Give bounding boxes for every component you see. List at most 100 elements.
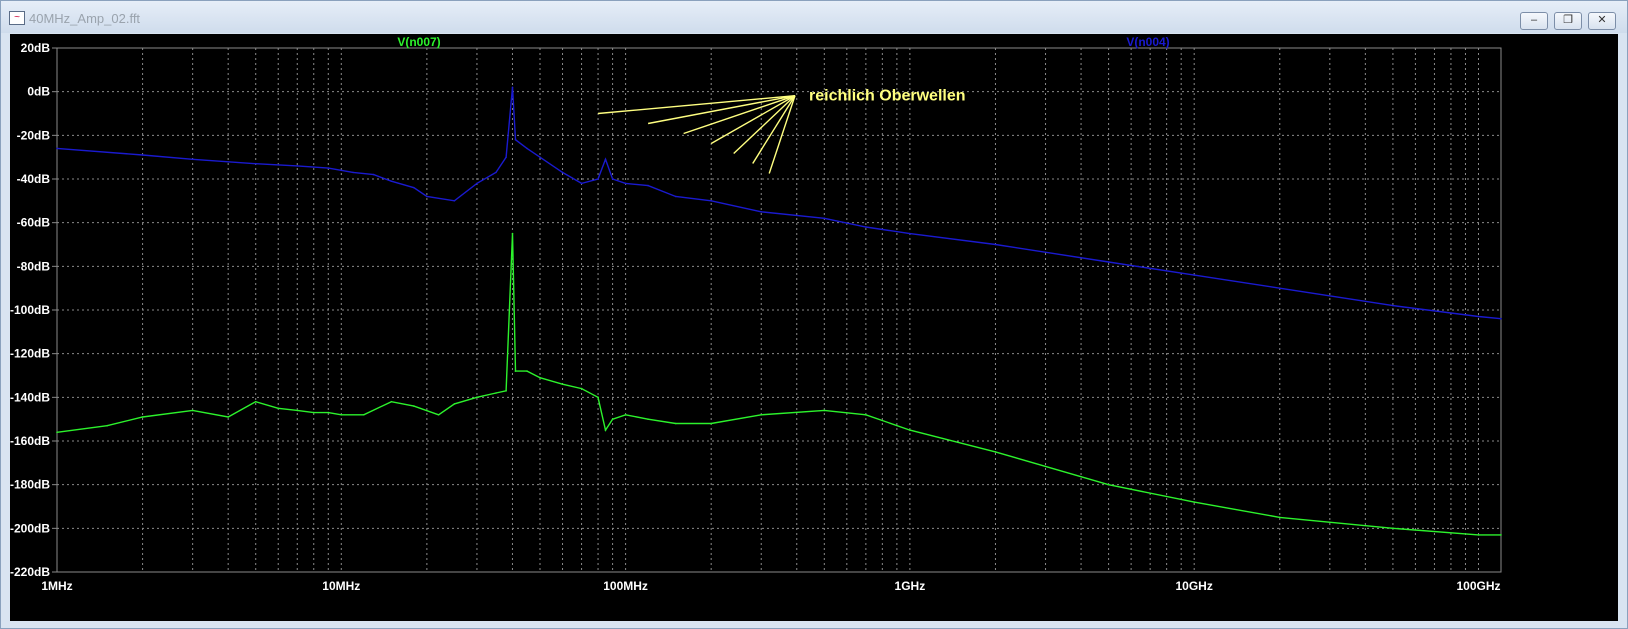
data-point — [312, 411, 315, 414]
y-tick-label: -40dB — [17, 172, 51, 186]
x-tick-label: 1GHz — [895, 579, 926, 593]
data-point — [539, 156, 541, 158]
data-point — [1193, 501, 1195, 503]
data-point — [760, 414, 762, 416]
data-point — [647, 184, 649, 187]
data-point — [1477, 315, 1480, 318]
x-tick-label: 100MHz — [603, 579, 648, 593]
y-tick-label: -160dB — [10, 434, 50, 448]
data-point — [561, 171, 564, 174]
window-title: 40MHz_Amp_02.fft — [29, 11, 141, 26]
x-tick-label: 10GHz — [1176, 579, 1213, 593]
data-point — [597, 178, 599, 180]
data-point — [227, 416, 229, 418]
data-point — [1279, 287, 1281, 289]
annotation-ray — [733, 95, 796, 155]
data-point — [511, 232, 514, 235]
data-point — [352, 171, 354, 174]
y-tick-label: 20dB — [21, 41, 51, 55]
data-point — [511, 86, 514, 89]
data-point — [994, 451, 997, 453]
y-tick-label: -100dB — [10, 303, 50, 317]
data-point — [476, 396, 478, 399]
data-point — [526, 147, 528, 150]
data-point — [296, 409, 299, 412]
data-point — [561, 383, 564, 386]
data-point — [539, 376, 541, 379]
data-point — [372, 173, 375, 176]
data-point — [254, 400, 257, 403]
x-tick-label: 1MHz — [41, 579, 72, 593]
data-point — [580, 182, 583, 185]
data-point — [340, 414, 343, 416]
data-point — [526, 370, 528, 372]
annotation-text: reichlich Oberwellen — [809, 88, 966, 105]
y-tick-label: -140dB — [10, 390, 50, 404]
data-point — [611, 418, 614, 421]
series-layer — [56, 86, 1502, 536]
annotation-layer: reichlich Oberwellen — [597, 88, 966, 174]
data-point — [141, 416, 144, 418]
data-point — [191, 158, 194, 161]
annotation-ray — [683, 95, 796, 135]
data-point — [1392, 304, 1394, 307]
data-point — [909, 429, 911, 431]
minimize-button[interactable]: – — [1520, 12, 1548, 30]
y-tick-label: -20dB — [17, 128, 51, 142]
legend-label: V(n007) — [397, 35, 440, 49]
data-point — [453, 200, 456, 202]
plot-border — [56, 47, 1502, 573]
data-point — [191, 409, 194, 412]
ltspice-waveform-icon: ~ — [9, 11, 25, 25]
data-point — [514, 138, 517, 141]
data-point — [296, 165, 299, 167]
data-point — [327, 411, 330, 414]
data-point — [141, 154, 144, 156]
title-bar[interactable]: ~ 40MHz_Amp_02.fft – ❐ ✕ — [1, 1, 1627, 33]
fft-chart[interactable]: 20dB 0dB -20dB -40dB -60dB -80dB -100dB -120dB -… — [10, 34, 1618, 621]
data-point — [624, 182, 627, 185]
data-point — [1477, 534, 1480, 536]
y-tick-label: -200dB — [10, 521, 50, 535]
data-point — [760, 211, 762, 213]
data-point — [647, 418, 649, 421]
data-point — [106, 424, 108, 427]
annotation-ray — [647, 94, 796, 125]
data-point — [277, 407, 280, 410]
restore-icon: ❐ — [1563, 14, 1573, 26]
data-point — [413, 405, 415, 407]
data-point — [611, 178, 614, 180]
close-button[interactable]: ✕ — [1588, 12, 1616, 30]
data-point — [710, 200, 712, 202]
data-point — [56, 147, 58, 150]
data-point — [327, 167, 330, 169]
restore-button[interactable]: ❐ — [1554, 12, 1582, 30]
data-point — [994, 243, 997, 246]
data-point — [580, 387, 583, 390]
y-tick-label: -60dB — [17, 216, 51, 230]
data-point — [865, 414, 867, 416]
data-point — [823, 217, 826, 220]
grid-major — [52, 47, 1501, 573]
data-point — [495, 171, 497, 174]
data-point — [1107, 261, 1110, 263]
annotation-ray — [597, 94, 796, 115]
annotation-ray — [710, 95, 796, 145]
data-point — [390, 180, 393, 182]
data-point — [514, 370, 517, 372]
data-point — [453, 403, 456, 405]
y-tick-label: -180dB — [10, 478, 50, 492]
data-point — [710, 422, 712, 425]
legend-layer[interactable]: V(n007) V(n004) — [397, 35, 1169, 49]
data-point — [823, 409, 826, 412]
plot-background — [10, 34, 1618, 621]
data-point — [604, 158, 607, 161]
x-axis-tick-labels: 1MHz 10MHz 100MHz 1GHz 10GHz 100GHz — [41, 579, 1500, 593]
annotation-ray — [768, 95, 796, 174]
data-point — [1279, 516, 1281, 519]
plot-pane[interactable]: 20dB 0dB -20dB -40dB -60dB -80dB -100dB -120dB -… — [10, 34, 1618, 621]
data-point — [1193, 274, 1195, 276]
data-point — [674, 422, 677, 425]
data-point — [674, 195, 677, 198]
